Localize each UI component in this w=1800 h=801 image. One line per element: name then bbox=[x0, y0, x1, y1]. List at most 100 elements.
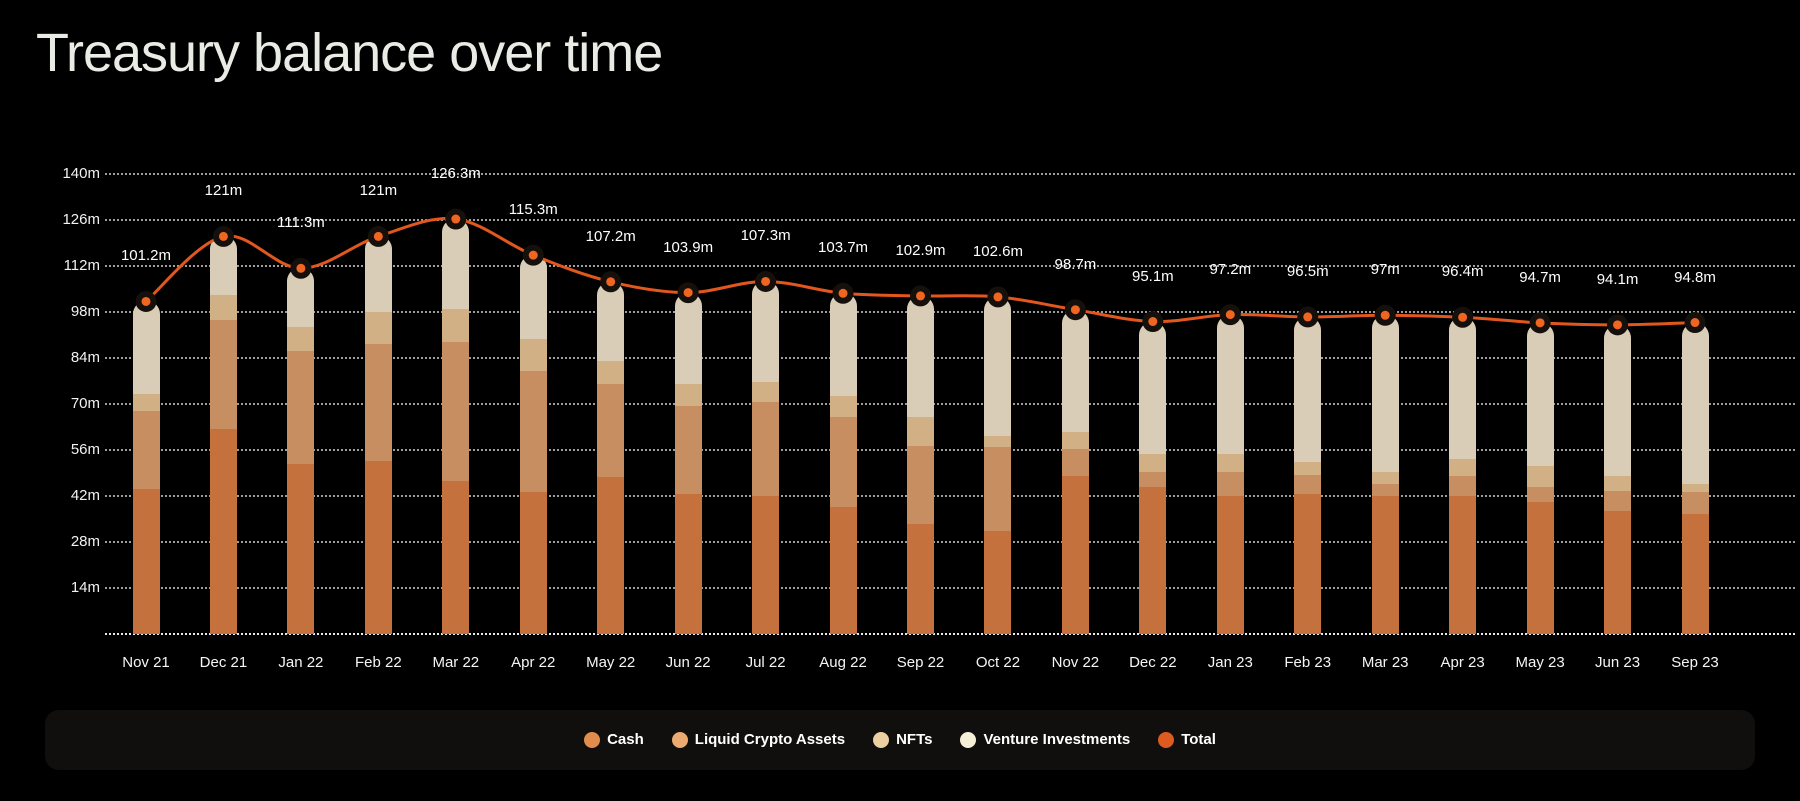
bar-sep-23 bbox=[1681, 322, 1709, 634]
bar-segment-liquid-crypto-assets bbox=[984, 447, 1012, 532]
legend-item-liquid-crypto-assets[interactable]: Liquid Crypto Assets bbox=[671, 731, 846, 749]
bar-segment-nfts bbox=[674, 384, 702, 407]
grid-line bbox=[105, 265, 1795, 267]
legend-item-label: Total bbox=[1181, 731, 1216, 748]
bar-segment-cash bbox=[597, 477, 625, 634]
total-data-label: 103.9m bbox=[663, 238, 714, 256]
bar-segment-cash bbox=[1526, 501, 1554, 634]
bar-segment-cash bbox=[1371, 495, 1399, 634]
legend-item-total[interactable]: Total bbox=[1158, 731, 1216, 749]
legend-item-label: NFTs bbox=[896, 731, 933, 748]
bar-segment-liquid-crypto-assets bbox=[364, 344, 392, 462]
bar-segment-liquid-crypto-assets bbox=[1061, 448, 1089, 476]
bar-segment-nfts bbox=[1139, 453, 1167, 472]
bar-segment-cash bbox=[132, 489, 160, 634]
bar-segment-venture-investments bbox=[1604, 324, 1632, 476]
bar-segment-venture-investments bbox=[1061, 309, 1089, 433]
bar-segment-nfts bbox=[519, 339, 547, 372]
total-data-label: 97.2m bbox=[1209, 260, 1252, 278]
bar-segment-venture-investments bbox=[829, 293, 857, 397]
total-data-label: 102.6m bbox=[972, 242, 1023, 260]
y-tick-label: 140m bbox=[62, 165, 100, 182]
legend-item-label: Venture Investments bbox=[983, 731, 1131, 748]
legend-item-cash[interactable]: Cash bbox=[584, 731, 644, 749]
grid-line bbox=[105, 587, 1795, 589]
bar-segment-cash bbox=[1604, 511, 1632, 634]
x-tick-label: Jan 23 bbox=[1207, 654, 1253, 671]
bar-segment-venture-investments bbox=[209, 236, 237, 295]
bar-segment-liquid-crypto-assets bbox=[519, 371, 547, 493]
bar-segment-nfts bbox=[132, 394, 160, 411]
bar-segment-liquid-crypto-assets bbox=[1139, 471, 1167, 488]
bar-segment-venture-investments bbox=[752, 281, 780, 383]
bar-may-22 bbox=[597, 281, 625, 634]
legend-dot-icon bbox=[671, 732, 688, 748]
x-axis-baseline bbox=[105, 633, 1795, 635]
legend: Cash Liquid Crypto Assets NFTs Venture Inve… bbox=[45, 710, 1755, 770]
x-tick-label: Aug 22 bbox=[819, 654, 867, 671]
legend-item-nfts[interactable]: NFTs bbox=[873, 731, 932, 749]
bar-sep-22 bbox=[907, 295, 934, 634]
total-data-label: 95.1m bbox=[1131, 267, 1174, 285]
grid-line bbox=[105, 311, 1795, 313]
grid-line bbox=[105, 403, 1795, 405]
page-title: Treasury balance over time bbox=[36, 23, 663, 83]
bar-segment-nfts bbox=[984, 436, 1012, 448]
x-tick-label: Feb 22 bbox=[354, 654, 402, 671]
bar-segment-cash bbox=[1216, 495, 1244, 634]
bar-segment-venture-investments bbox=[1294, 316, 1322, 463]
bar-segment-cash bbox=[1294, 494, 1322, 634]
bar-segment-nfts bbox=[1216, 453, 1244, 473]
bar-aug-22 bbox=[829, 293, 857, 634]
bar-segment-venture-investments bbox=[1449, 317, 1477, 460]
x-tick-label: May 23 bbox=[1515, 654, 1565, 671]
total-data-label: 107.3m bbox=[740, 227, 791, 245]
bar-segment-nfts bbox=[209, 294, 237, 320]
x-tick-label: Dec 21 bbox=[199, 654, 248, 671]
bar-apr-22 bbox=[519, 255, 547, 634]
x-tick-label: May 22 bbox=[586, 654, 636, 671]
bar-apr-23 bbox=[1449, 317, 1477, 634]
total-data-label: 94.8m bbox=[1674, 268, 1716, 286]
bar-segment-nfts bbox=[829, 396, 857, 418]
bar-segment-nfts bbox=[364, 311, 392, 345]
total-data-label: 94.1m bbox=[1596, 270, 1639, 288]
bar-segment-liquid-crypto-assets bbox=[287, 351, 315, 465]
bar-may-23 bbox=[1526, 322, 1554, 634]
bar-segment-venture-investments bbox=[907, 295, 934, 418]
y-tick-label: 56m bbox=[70, 441, 100, 458]
bar-segment-cash bbox=[519, 492, 547, 634]
bar-segment-cash bbox=[1449, 495, 1477, 634]
bar-segment-venture-investments bbox=[674, 292, 702, 385]
total-data-label: 97m bbox=[1370, 261, 1400, 279]
y-tick-label: 70m bbox=[70, 395, 100, 412]
total-data-label: 103.7m bbox=[818, 239, 869, 257]
x-tick-label: Sep 23 bbox=[1671, 654, 1719, 671]
total-data-label: 107.2m bbox=[585, 227, 636, 245]
grid-line bbox=[105, 495, 1795, 497]
legend-dot-icon bbox=[873, 732, 890, 748]
bar-jun-23 bbox=[1604, 324, 1632, 634]
bar-jun-22 bbox=[674, 292, 702, 634]
legend-dot-icon bbox=[584, 732, 601, 748]
bar-jan-23 bbox=[1216, 314, 1244, 634]
bar-segment-venture-investments bbox=[287, 268, 315, 328]
legend-item-label: Liquid Crypto Assets bbox=[694, 731, 846, 748]
legend-item-label: Cash bbox=[607, 731, 644, 748]
bar-segment-cash bbox=[1139, 487, 1167, 634]
bar-segment-venture-investments bbox=[132, 301, 160, 395]
bar-jul-22 bbox=[752, 281, 780, 634]
x-tick-label: Dec 22 bbox=[1129, 654, 1177, 671]
bar-segment-liquid-crypto-assets bbox=[907, 446, 934, 524]
bar-segment-liquid-crypto-assets bbox=[752, 402, 780, 496]
bar-segment-liquid-crypto-assets bbox=[209, 319, 237, 430]
total-data-label: 126.3m bbox=[430, 165, 481, 182]
bar-segment-liquid-crypto-assets bbox=[442, 342, 470, 482]
bar-segment-liquid-crypto-assets bbox=[1216, 472, 1244, 496]
x-tick-label: Jan 22 bbox=[278, 654, 324, 671]
bar-segment-nfts bbox=[752, 382, 780, 403]
total-data-label: 121m bbox=[359, 182, 398, 200]
bar-feb-22 bbox=[364, 236, 392, 634]
legend-item-venture-investments[interactable]: Venture Investments bbox=[960, 731, 1130, 749]
